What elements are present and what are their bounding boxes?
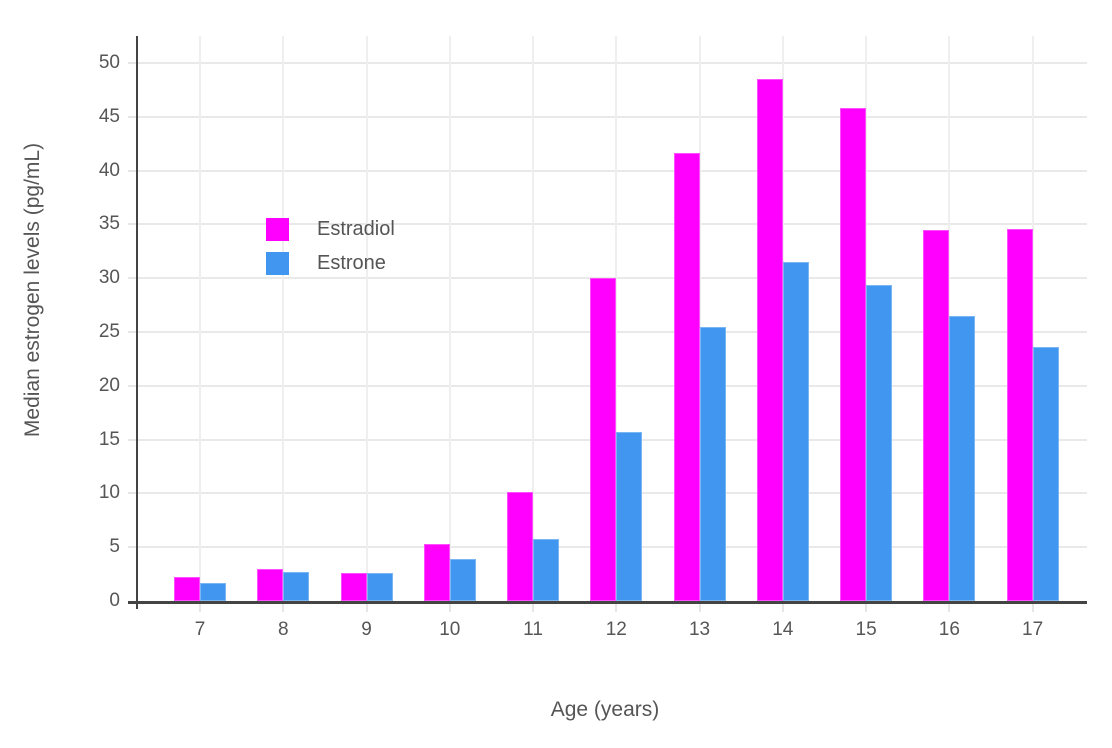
bar-estrone-age-17 [1032, 347, 1059, 601]
x-axis-title: Age (years) [550, 698, 660, 721]
y-tick-label-40: 40 [98, 159, 120, 181]
y-gridline-45 [137, 115, 1087, 118]
y-tick-10 [128, 492, 137, 495]
x-tick-label-12: 12 [605, 619, 627, 640]
x-gridline-7 [199, 36, 201, 601]
legend-label: Estrone [317, 252, 386, 274]
bar-estrone-age-8 [283, 572, 310, 601]
bar-estrone-age-7 [200, 583, 226, 601]
bar-estradiol-age-17 [1006, 229, 1033, 601]
x-gridline-11 [532, 36, 535, 601]
x-tick-label-15: 15 [855, 619, 877, 640]
x-tick-8 [282, 604, 285, 612]
legend-item-estrone[interactable]: Estrone [266, 252, 395, 275]
bar-estrone-age-11 [533, 539, 560, 601]
x-tick-13 [698, 604, 701, 612]
y-tick-label-15: 15 [98, 428, 120, 450]
x-tick-16 [948, 604, 951, 612]
bar-estrone-age-15 [866, 285, 893, 601]
x-tick-label-17: 17 [1022, 619, 1044, 640]
y-tick-label-0: 0 [109, 590, 120, 611]
y-tick-label-25: 25 [98, 320, 120, 342]
x-gridline-10 [448, 36, 451, 601]
bar-estradiol-age-12 [590, 278, 617, 601]
bar-estradiol-age-9 [340, 573, 367, 601]
x-gridline-8 [282, 36, 285, 601]
x-gridline-12 [615, 36, 618, 601]
x-tick-label-11: 11 [523, 619, 543, 640]
x-tick-label-9: 9 [361, 619, 372, 640]
y-tick-label-30: 30 [98, 267, 120, 289]
legend-label: Estradiol [317, 218, 395, 240]
bar-estradiol-age-7 [174, 577, 200, 601]
x-tick-9 [365, 604, 368, 612]
bar-estradiol-age-11 [507, 492, 534, 601]
x-tick-label-13: 13 [688, 619, 711, 640]
x-tick-15 [865, 604, 868, 612]
y-tick-35 [128, 223, 137, 226]
x-tick-label-10: 10 [439, 619, 461, 640]
y-tick-label-45: 45 [98, 105, 120, 127]
x-tick-11 [532, 604, 535, 612]
legend-item-estradiol[interactable]: Estradiol [266, 218, 395, 241]
bar-estradiol-age-10 [423, 544, 450, 601]
bar-estradiol-age-16 [923, 230, 950, 601]
bar-estrone-age-13 [699, 327, 726, 601]
y-tick-25 [128, 330, 137, 333]
bar-estrone-age-12 [616, 432, 643, 601]
y-tick-label-5: 5 [109, 536, 120, 558]
y-tick-label-20: 20 [98, 374, 120, 396]
y-tick-label-50: 50 [98, 51, 120, 73]
y-tick-label-10: 10 [98, 482, 120, 504]
y-gridline-35 [137, 223, 1087, 226]
bar-estradiol-age-8 [257, 569, 284, 601]
x-tick-7 [199, 604, 201, 612]
y-tick-30 [128, 277, 137, 280]
estradiol-swatch-icon [266, 218, 289, 241]
bar-estrone-age-14 [782, 262, 809, 601]
y-tick-40 [128, 169, 137, 172]
x-axis-line [128, 601, 1087, 604]
bar-estradiol-age-15 [840, 108, 867, 601]
bar-estrone-age-10 [449, 559, 476, 601]
bar-estrone-age-16 [949, 316, 976, 601]
x-gridline-9 [365, 36, 368, 601]
y-gridline-50 [137, 61, 1087, 64]
y-tick-50 [128, 61, 137, 64]
y-axis-line [136, 36, 138, 609]
y-tick-20 [128, 384, 137, 387]
plot-area: 0 5 10 15 20 25 30 35 40 45 50 7 8 9 10 11 12 13 14 15 16 17 [99, 36, 1087, 640]
bar-estrone-age-9 [366, 573, 393, 601]
x-tick-14 [781, 604, 784, 612]
x-tick-label-8: 8 [277, 619, 289, 640]
x-tick-label-14: 14 [772, 619, 794, 640]
y-tick-45 [128, 115, 137, 118]
y-gridline-40 [137, 169, 1087, 172]
x-tick-label-16: 16 [938, 619, 960, 640]
x-tick-10 [448, 604, 451, 612]
x-tick-12 [615, 604, 618, 612]
bar-estradiol-age-13 [673, 153, 700, 601]
y-tick-5 [128, 546, 137, 549]
estrone-swatch-icon [266, 252, 289, 275]
y-tick-15 [128, 438, 137, 441]
bar-estradiol-age-14 [756, 79, 783, 601]
legend: Estradiol Estrone [266, 218, 395, 286]
x-gridline-13 [698, 36, 701, 601]
x-tick-17 [1031, 604, 1034, 612]
x-gridline-17 [1031, 36, 1034, 601]
x-tick-label-7: 7 [194, 619, 206, 640]
y-tick-label-35: 35 [98, 213, 120, 235]
